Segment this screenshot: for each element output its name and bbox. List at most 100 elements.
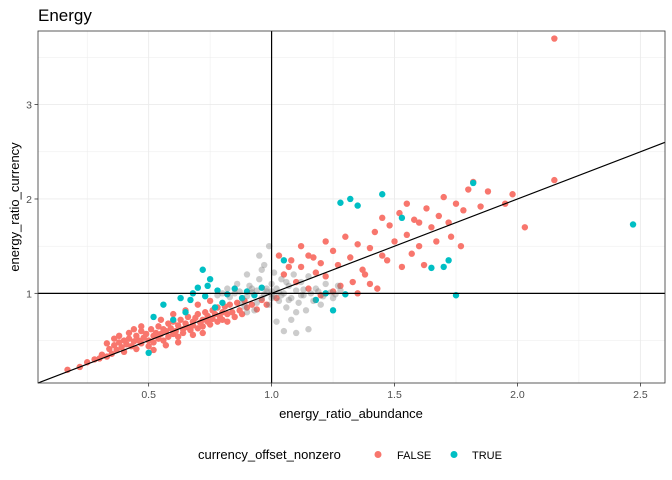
point-false — [130, 338, 138, 345]
point-false — [322, 238, 329, 245]
point-false — [371, 228, 379, 236]
point-false — [133, 345, 140, 353]
point-near-one — [243, 271, 251, 278]
point-true — [398, 214, 406, 222]
point-false — [162, 342, 170, 349]
point-true — [312, 296, 320, 304]
point-false — [138, 327, 145, 335]
point-near-one — [224, 285, 231, 292]
y-axis-ticks: 1 2 3 — [26, 100, 38, 300]
point-near-one — [283, 278, 290, 286]
point-near-one — [337, 287, 344, 294]
point-false — [305, 285, 312, 292]
point-near-one — [265, 301, 273, 308]
point-near-one — [283, 304, 290, 311]
point-true — [187, 296, 194, 304]
point-near-one — [290, 271, 297, 278]
point-true — [470, 179, 477, 187]
point-near-one — [332, 291, 339, 298]
point-false — [194, 310, 202, 318]
x-tick-label: 1.5 — [387, 389, 402, 401]
point-near-one — [278, 275, 285, 283]
point-true — [231, 285, 238, 292]
point-false — [428, 224, 435, 231]
point-false — [305, 252, 312, 259]
point-near-one — [292, 309, 300, 316]
point-false — [111, 335, 118, 342]
point-false — [288, 257, 295, 264]
point-near-one — [248, 289, 256, 296]
point-false — [391, 238, 398, 245]
y-tick-label: 1 — [26, 288, 32, 300]
point-true — [629, 221, 637, 228]
point-near-one — [320, 292, 327, 300]
point-false — [312, 269, 320, 276]
legend: currency_offset_nonzero FALSE TRUE — [198, 447, 502, 462]
point-near-one — [327, 289, 334, 296]
point-false — [403, 231, 411, 239]
point-near-one — [258, 266, 265, 273]
point-false — [280, 271, 288, 278]
point-true — [224, 291, 231, 298]
reference-lines — [37, 31, 666, 384]
point-false — [155, 323, 162, 330]
point-false — [165, 320, 172, 327]
identity-reference-line — [37, 141, 666, 384]
point-false — [551, 35, 558, 42]
legend-label-false: FALSE — [397, 450, 431, 462]
point-false — [189, 331, 197, 339]
x-tick-label: 2.5 — [633, 389, 648, 401]
point-near-one — [310, 297, 317, 305]
legend-title: currency_offset_nonzero — [198, 447, 341, 462]
point-false — [224, 310, 231, 318]
point-true — [145, 349, 152, 356]
point-near-one — [329, 294, 337, 302]
point-false — [379, 252, 386, 259]
point-near-one — [256, 252, 263, 259]
point-near-one — [275, 297, 283, 305]
point-near-one — [288, 294, 295, 302]
point-false — [297, 263, 305, 271]
point-false — [317, 259, 324, 267]
point-near-one — [322, 280, 329, 288]
point-near-one — [233, 280, 241, 288]
point-true — [428, 264, 435, 272]
point-near-one — [270, 269, 278, 276]
point-false — [123, 341, 130, 348]
point-false — [435, 212, 442, 220]
point-false — [322, 273, 329, 280]
grid-minor — [38, 31, 665, 383]
point-false — [165, 333, 172, 340]
point-false — [118, 343, 125, 351]
point-near-one — [273, 318, 280, 325]
point-false — [229, 309, 236, 316]
point-false — [106, 345, 113, 353]
point-false — [329, 247, 337, 255]
point-false — [297, 242, 305, 250]
point-false — [206, 297, 214, 305]
point-near-one — [288, 316, 295, 323]
point-false — [174, 333, 182, 340]
point-true — [211, 304, 219, 311]
point-false — [231, 313, 238, 321]
point-near-one — [246, 282, 253, 289]
point-false — [142, 330, 150, 338]
point-false — [248, 301, 256, 308]
point-true — [337, 199, 344, 206]
plot-panel — [37, 30, 666, 384]
point-near-one — [263, 285, 270, 292]
point-false — [460, 207, 467, 214]
point-near-one — [292, 329, 300, 337]
y-tick-label: 2 — [26, 194, 32, 206]
point-false — [187, 326, 194, 334]
x-tick-label: 1.0 — [264, 389, 279, 401]
point-true — [354, 202, 361, 209]
point-false — [160, 337, 167, 344]
point-false — [206, 321, 214, 328]
point-false — [177, 316, 184, 323]
point-false — [396, 209, 403, 217]
point-false — [477, 203, 484, 210]
point-near-one — [312, 285, 320, 292]
point-false — [423, 205, 430, 212]
y-tick-label: 3 — [26, 100, 32, 112]
